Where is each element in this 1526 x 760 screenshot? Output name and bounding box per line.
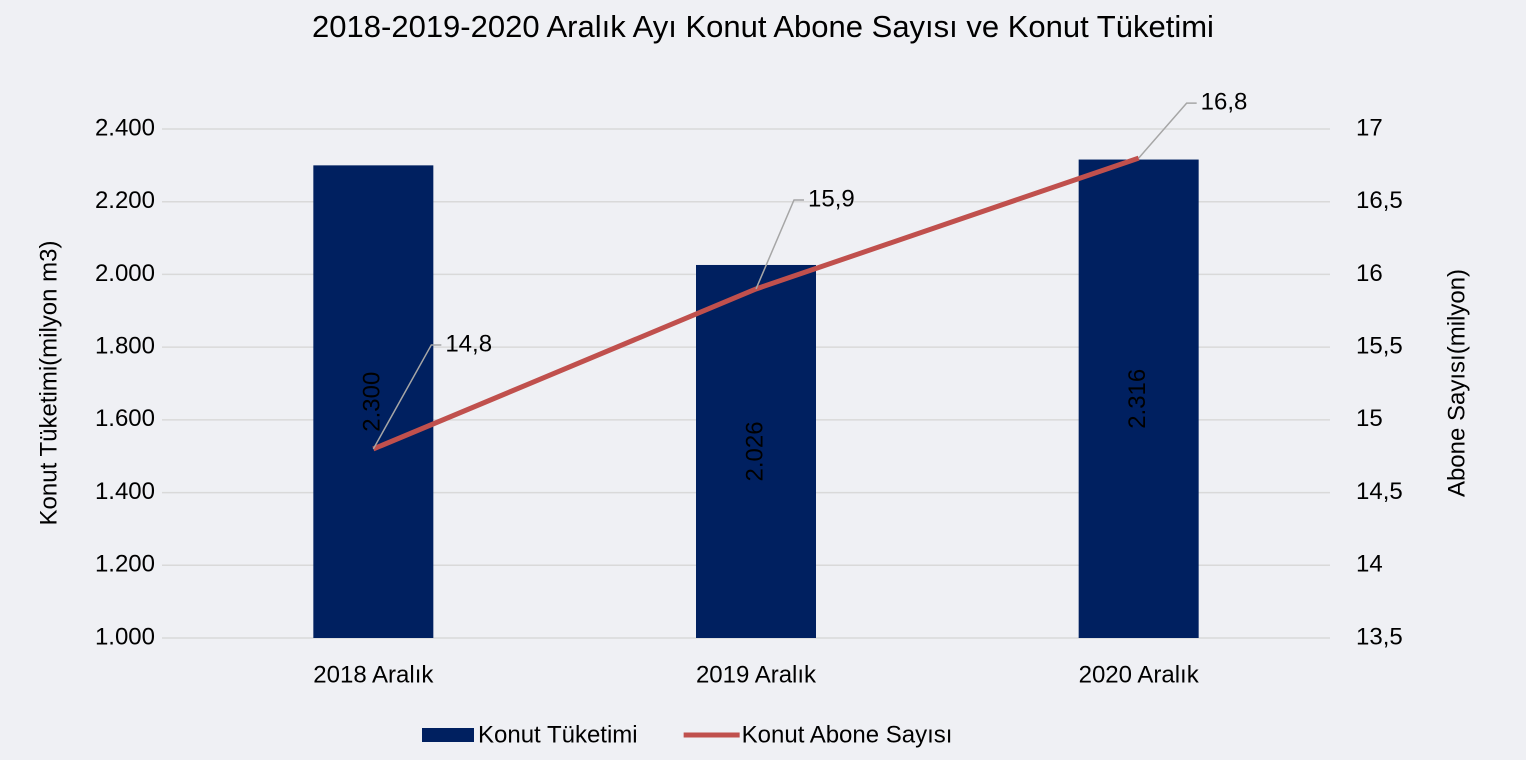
chart-title: 2018-2019-2020 Aralık Ayı Konut Abone Sa… bbox=[312, 9, 1214, 44]
y-tick-label: 2.400 bbox=[95, 114, 155, 141]
y2-tick-label: 17 bbox=[1356, 114, 1383, 141]
legend-swatch bbox=[422, 728, 474, 742]
y2-tick-label: 16,5 bbox=[1356, 187, 1403, 214]
legend-label: Konut Abone Sayısı bbox=[742, 721, 953, 748]
leader-line bbox=[1138, 102, 1197, 159]
y2-tick-label: 14,5 bbox=[1356, 478, 1403, 505]
y-tick-label: 1.400 bbox=[95, 478, 155, 505]
bar bbox=[696, 264, 816, 638]
x-tick-label: 2020 Aralık bbox=[1079, 661, 1200, 688]
y2-tick-label: 16 bbox=[1356, 260, 1383, 287]
bar-value-label: 2.316 bbox=[1124, 369, 1151, 429]
x-tick-label: 2019 Aralık bbox=[696, 661, 817, 688]
y-axis-title: Konut Tüketimi(milyon m3) bbox=[35, 241, 62, 526]
bar-value-label: 2.300 bbox=[359, 372, 386, 432]
y2-tick-label: 13,5 bbox=[1356, 623, 1403, 650]
y-tick-label: 2.200 bbox=[95, 187, 155, 214]
y2-tick-label: 14 bbox=[1356, 551, 1383, 578]
y-tick-label: 1.800 bbox=[95, 332, 155, 359]
leader-line bbox=[372, 344, 442, 450]
line-value-label: 16,8 bbox=[1201, 88, 1248, 115]
y-tick-label: 1.000 bbox=[95, 623, 155, 650]
y2-tick-label: 15,5 bbox=[1356, 332, 1403, 359]
legend-label: Konut Tüketimi bbox=[478, 721, 638, 748]
line-value-label: 14,8 bbox=[445, 330, 492, 357]
bar bbox=[1078, 159, 1199, 639]
leader-line bbox=[755, 199, 804, 290]
bar-value-label: 2.026 bbox=[741, 421, 768, 481]
line-value-label: 15,9 bbox=[808, 185, 855, 212]
y-tick-label: 1.200 bbox=[95, 551, 155, 578]
bar bbox=[313, 165, 434, 638]
y2-axis-title: Abone Sayısı(milyon) bbox=[1443, 269, 1470, 497]
x-tick-label: 2018 Aralık bbox=[313, 661, 434, 688]
y-tick-label: 1.600 bbox=[95, 405, 155, 432]
y2-tick-label: 15 bbox=[1356, 405, 1383, 432]
y-tick-label: 2.000 bbox=[95, 260, 155, 287]
